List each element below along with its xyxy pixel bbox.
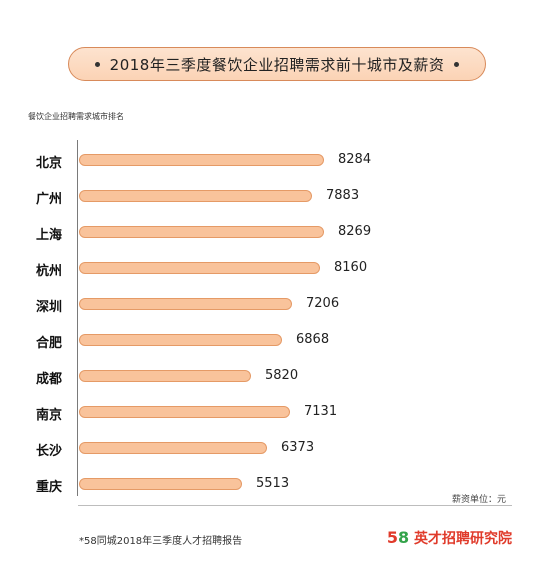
source-note: *58同城2018年三季度人才招聘报告 xyxy=(79,536,243,547)
unit-note: 薪资单位：元 xyxy=(451,495,506,505)
bar-row: 深圳 7206 xyxy=(0,294,554,316)
category-label: 重庆 xyxy=(36,480,63,495)
data-label: 5820 xyxy=(265,368,299,383)
bar-row: 重庆 5513 xyxy=(0,474,554,496)
data-label: 7131 xyxy=(304,404,338,419)
bar-row: 上海 8269 xyxy=(0,222,554,244)
bar-row: 杭州 8160 xyxy=(0,258,554,280)
data-label: 8269 xyxy=(338,224,372,239)
category-label: 广州 xyxy=(36,192,63,207)
data-label: 6373 xyxy=(281,440,315,455)
bar xyxy=(79,226,324,238)
title-dot-left xyxy=(94,61,100,67)
data-label: 8284 xyxy=(338,152,372,167)
category-label: 杭州 xyxy=(36,264,63,279)
bar xyxy=(79,154,324,166)
bar-row: 成都 5820 xyxy=(0,366,554,388)
data-label: 5513 xyxy=(256,476,290,491)
logo: 58 英才招聘研究院 xyxy=(387,528,512,548)
category-label: 深圳 xyxy=(36,300,63,315)
data-label: 6868 xyxy=(296,332,330,347)
logo-digit-five: 5 xyxy=(386,528,398,547)
logo-text: 英才招聘研究院 xyxy=(414,531,512,547)
bar-row: 广州 7883 xyxy=(0,186,554,208)
data-label: 8160 xyxy=(334,260,368,275)
bar xyxy=(79,190,312,202)
category-label: 南京 xyxy=(36,408,63,423)
bar-row: 长沙 6373 xyxy=(0,438,554,460)
bar xyxy=(79,478,242,490)
chart-title-text: 2018年三季度餐饮企业招聘需求前十城市及薪资 xyxy=(109,55,445,74)
bar-row: 北京 8284 xyxy=(0,150,554,172)
bar xyxy=(79,406,290,418)
title-dot-right xyxy=(454,61,460,67)
y-axis-label: 餐饮企业招聘需求城市排名 xyxy=(28,112,124,121)
bar xyxy=(79,262,320,274)
bar xyxy=(79,298,292,310)
bar-row: 合肥 6868 xyxy=(0,330,554,352)
category-label: 上海 xyxy=(36,228,63,243)
bar xyxy=(79,370,251,382)
y-axis-line xyxy=(77,140,78,496)
category-label: 合肥 xyxy=(36,336,63,351)
bar xyxy=(79,334,282,346)
bar xyxy=(79,442,267,454)
category-label: 长沙 xyxy=(36,444,63,459)
category-label: 北京 xyxy=(36,156,63,171)
category-label: 成都 xyxy=(36,372,63,387)
data-label: 7206 xyxy=(306,296,340,311)
footer-divider xyxy=(78,505,512,506)
chart-title: 2018年三季度餐饮企业招聘需求前十城市及薪资 xyxy=(68,47,486,81)
bar-row: 南京 7131 xyxy=(0,402,554,424)
data-label: 7883 xyxy=(326,188,360,203)
logo-digit-eight: 8 xyxy=(397,528,410,547)
